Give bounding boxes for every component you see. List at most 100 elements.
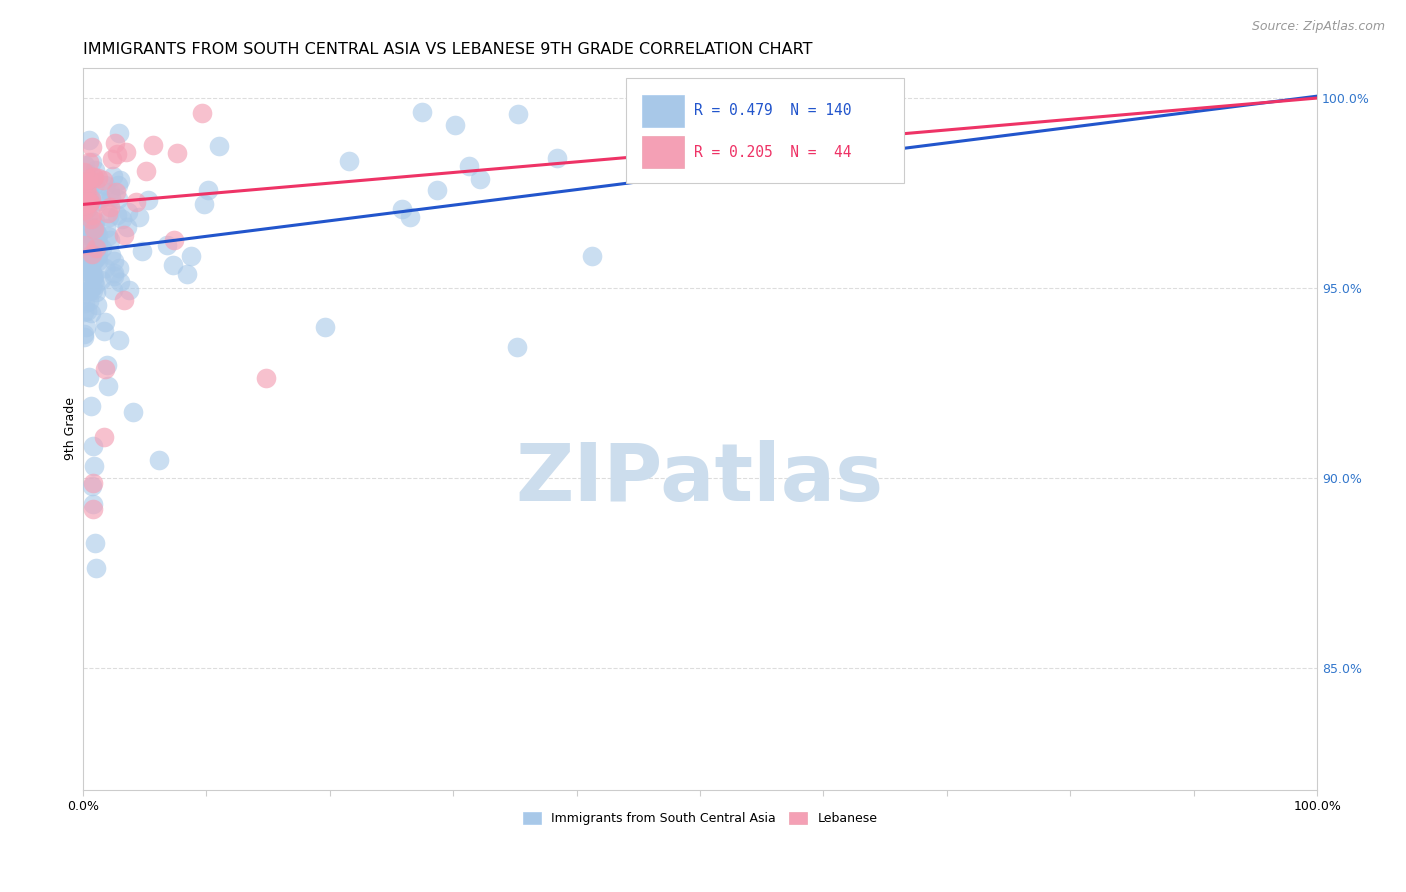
Point (94, 260, 117, 275)
Point (107, 260, 129, 275)
Point (98, 233, 121, 247)
Point (73, 177, 96, 191)
Point (82, 170, 104, 185)
Point (75, 295, 97, 310)
Point (98, 200, 121, 214)
Point (82, 439, 104, 453)
Point (79, 294, 101, 309)
FancyBboxPatch shape (643, 95, 683, 127)
Point (82, 265, 104, 279)
Point (73, 196, 96, 211)
Point (73, 198, 96, 212)
Point (83, 458, 105, 473)
Point (128, 210, 150, 224)
Point (457, 159, 479, 173)
Point (75, 184, 97, 198)
Point (73, 203, 96, 218)
Point (193, 196, 215, 211)
Point (75, 320, 97, 334)
Point (73, 282, 96, 296)
Point (93, 430, 115, 444)
Point (314, 319, 336, 334)
Point (80, 399, 103, 413)
Point (73, 305, 96, 319)
Point (75, 233, 97, 247)
Point (73, 216, 96, 230)
Point (73, 327, 96, 342)
Point (176, 268, 198, 282)
Point (131, 244, 153, 259)
Point (76, 186, 98, 201)
Point (110, 173, 132, 187)
Point (75, 166, 97, 180)
Point (83, 162, 105, 177)
Point (82, 479, 104, 493)
Point (94, 314, 117, 328)
Point (93, 178, 115, 193)
Point (80, 282, 103, 296)
Point (83, 233, 105, 247)
Point (254, 371, 277, 385)
Point (73, 183, 96, 197)
Point (77, 263, 100, 277)
Point (76, 186, 98, 200)
Point (96, 359, 118, 373)
Point (138, 194, 160, 208)
Point (83, 220, 105, 235)
Point (121, 405, 143, 419)
Point (93, 324, 115, 338)
Point (98, 185, 121, 199)
Point (82, 216, 104, 230)
Point (135, 164, 157, 178)
Point (83, 221, 105, 235)
Point (82, 284, 104, 298)
Point (89, 191, 111, 205)
Point (100, 248, 122, 262)
Point (73, 164, 96, 178)
Point (101, 169, 124, 184)
Point (73, 158, 96, 172)
Point (84, 225, 107, 239)
Point (79, 247, 101, 261)
Point (108, 275, 131, 289)
Point (546, 151, 568, 165)
Point (101, 152, 124, 166)
Point (83, 169, 105, 184)
Point (77, 195, 100, 210)
Point (79, 239, 101, 253)
Point (73, 193, 96, 207)
Point (468, 172, 491, 186)
Point (166, 146, 188, 161)
Point (100, 190, 122, 204)
Point (89, 194, 111, 208)
Point (97, 211, 120, 225)
Point (444, 119, 467, 133)
Point (80, 208, 103, 222)
Point (87, 247, 110, 261)
Text: ZIPatlas: ZIPatlas (516, 440, 884, 518)
Point (80, 192, 103, 206)
Point (86, 251, 108, 265)
Point (76, 303, 98, 318)
Point (337, 153, 360, 168)
Point (82, 255, 104, 269)
Point (80, 140, 103, 154)
Point (86, 298, 108, 312)
Point (104, 136, 127, 151)
Point (107, 178, 129, 192)
Point (80, 192, 103, 206)
Point (506, 340, 529, 354)
Point (80, 197, 103, 211)
Point (97, 229, 120, 244)
Point (79, 196, 101, 211)
Point (75, 200, 97, 214)
Point (208, 138, 231, 153)
Point (97, 379, 120, 393)
Point (508, 107, 530, 121)
Point (84, 243, 107, 257)
Point (105, 208, 128, 222)
Point (77, 223, 100, 237)
Point (77, 228, 100, 243)
Point (115, 145, 138, 159)
Point (76, 201, 98, 215)
